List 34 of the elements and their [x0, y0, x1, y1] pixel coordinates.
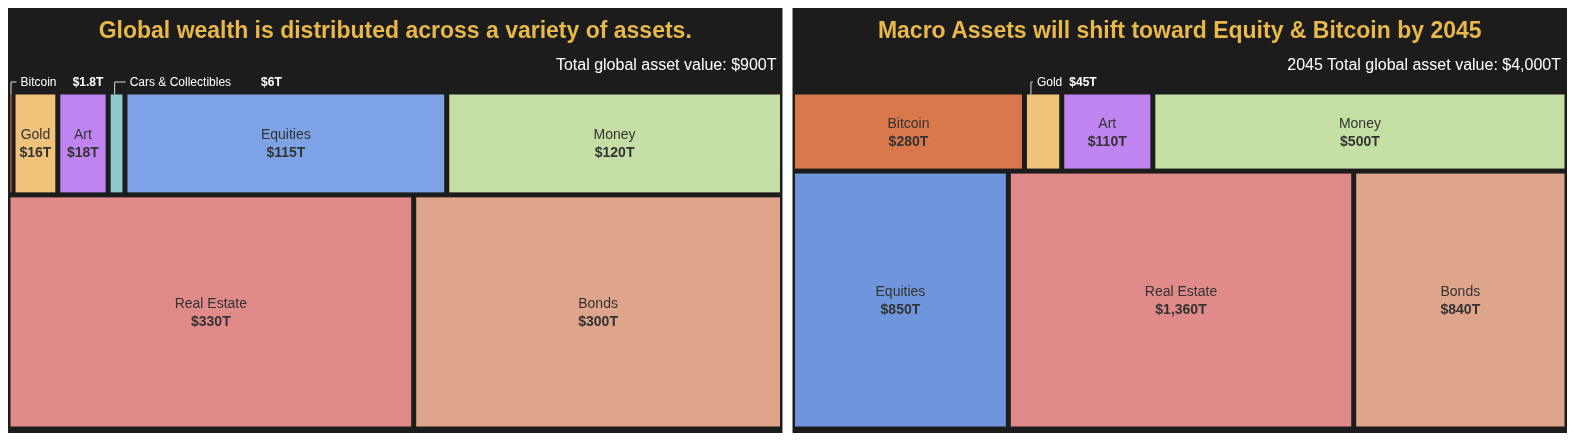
data-label: $110T	[1087, 132, 1128, 149]
category-label: Bonds	[1440, 283, 1481, 300]
data-label: $18T	[67, 144, 100, 161]
text: Total global asset value: $900T	[555, 56, 777, 73]
data-label: $300T	[578, 312, 619, 329]
category-label: Money	[1338, 114, 1381, 131]
category-label: Bitcoin	[20, 75, 57, 89]
data-label: $840T	[1440, 301, 1481, 318]
data-label: $115T	[266, 144, 306, 161]
category-label: Equities	[260, 126, 311, 143]
category-label: Bonds	[578, 294, 618, 311]
text: Macro Assets will shift toward Equity & Bitcoin by 2045	[877, 17, 1482, 43]
data-label: $45T	[1069, 75, 1098, 89]
text: Global wealth is distributed across a variety of assets.	[98, 17, 692, 43]
category-label: Bitcoin	[887, 114, 930, 131]
data-label: $120T	[594, 144, 635, 161]
category-label: Art	[74, 126, 93, 143]
category-label: Equities	[875, 283, 926, 300]
category-label: Gold	[1036, 75, 1063, 89]
text: 2045 Total global asset value: $4,000T	[1287, 56, 1562, 73]
data-label: $280T	[888, 132, 929, 149]
data-label: $16T	[19, 144, 52, 161]
data-label: $330T	[190, 312, 232, 329]
category-label: Cars & Collectibles	[129, 75, 232, 89]
data-label: $6T	[261, 75, 283, 89]
data-label: $1.8T	[72, 75, 105, 89]
category-label: Real Estate	[1144, 283, 1218, 300]
data-label: $500T	[1340, 132, 1381, 149]
category-label: Real Estate	[174, 294, 248, 311]
data-label: $850T	[880, 301, 921, 318]
data-label: $1,360T	[1155, 301, 1208, 318]
category-label: Art	[1098, 114, 1117, 131]
category-label: Gold	[20, 126, 51, 143]
category-label: Money	[593, 126, 636, 143]
